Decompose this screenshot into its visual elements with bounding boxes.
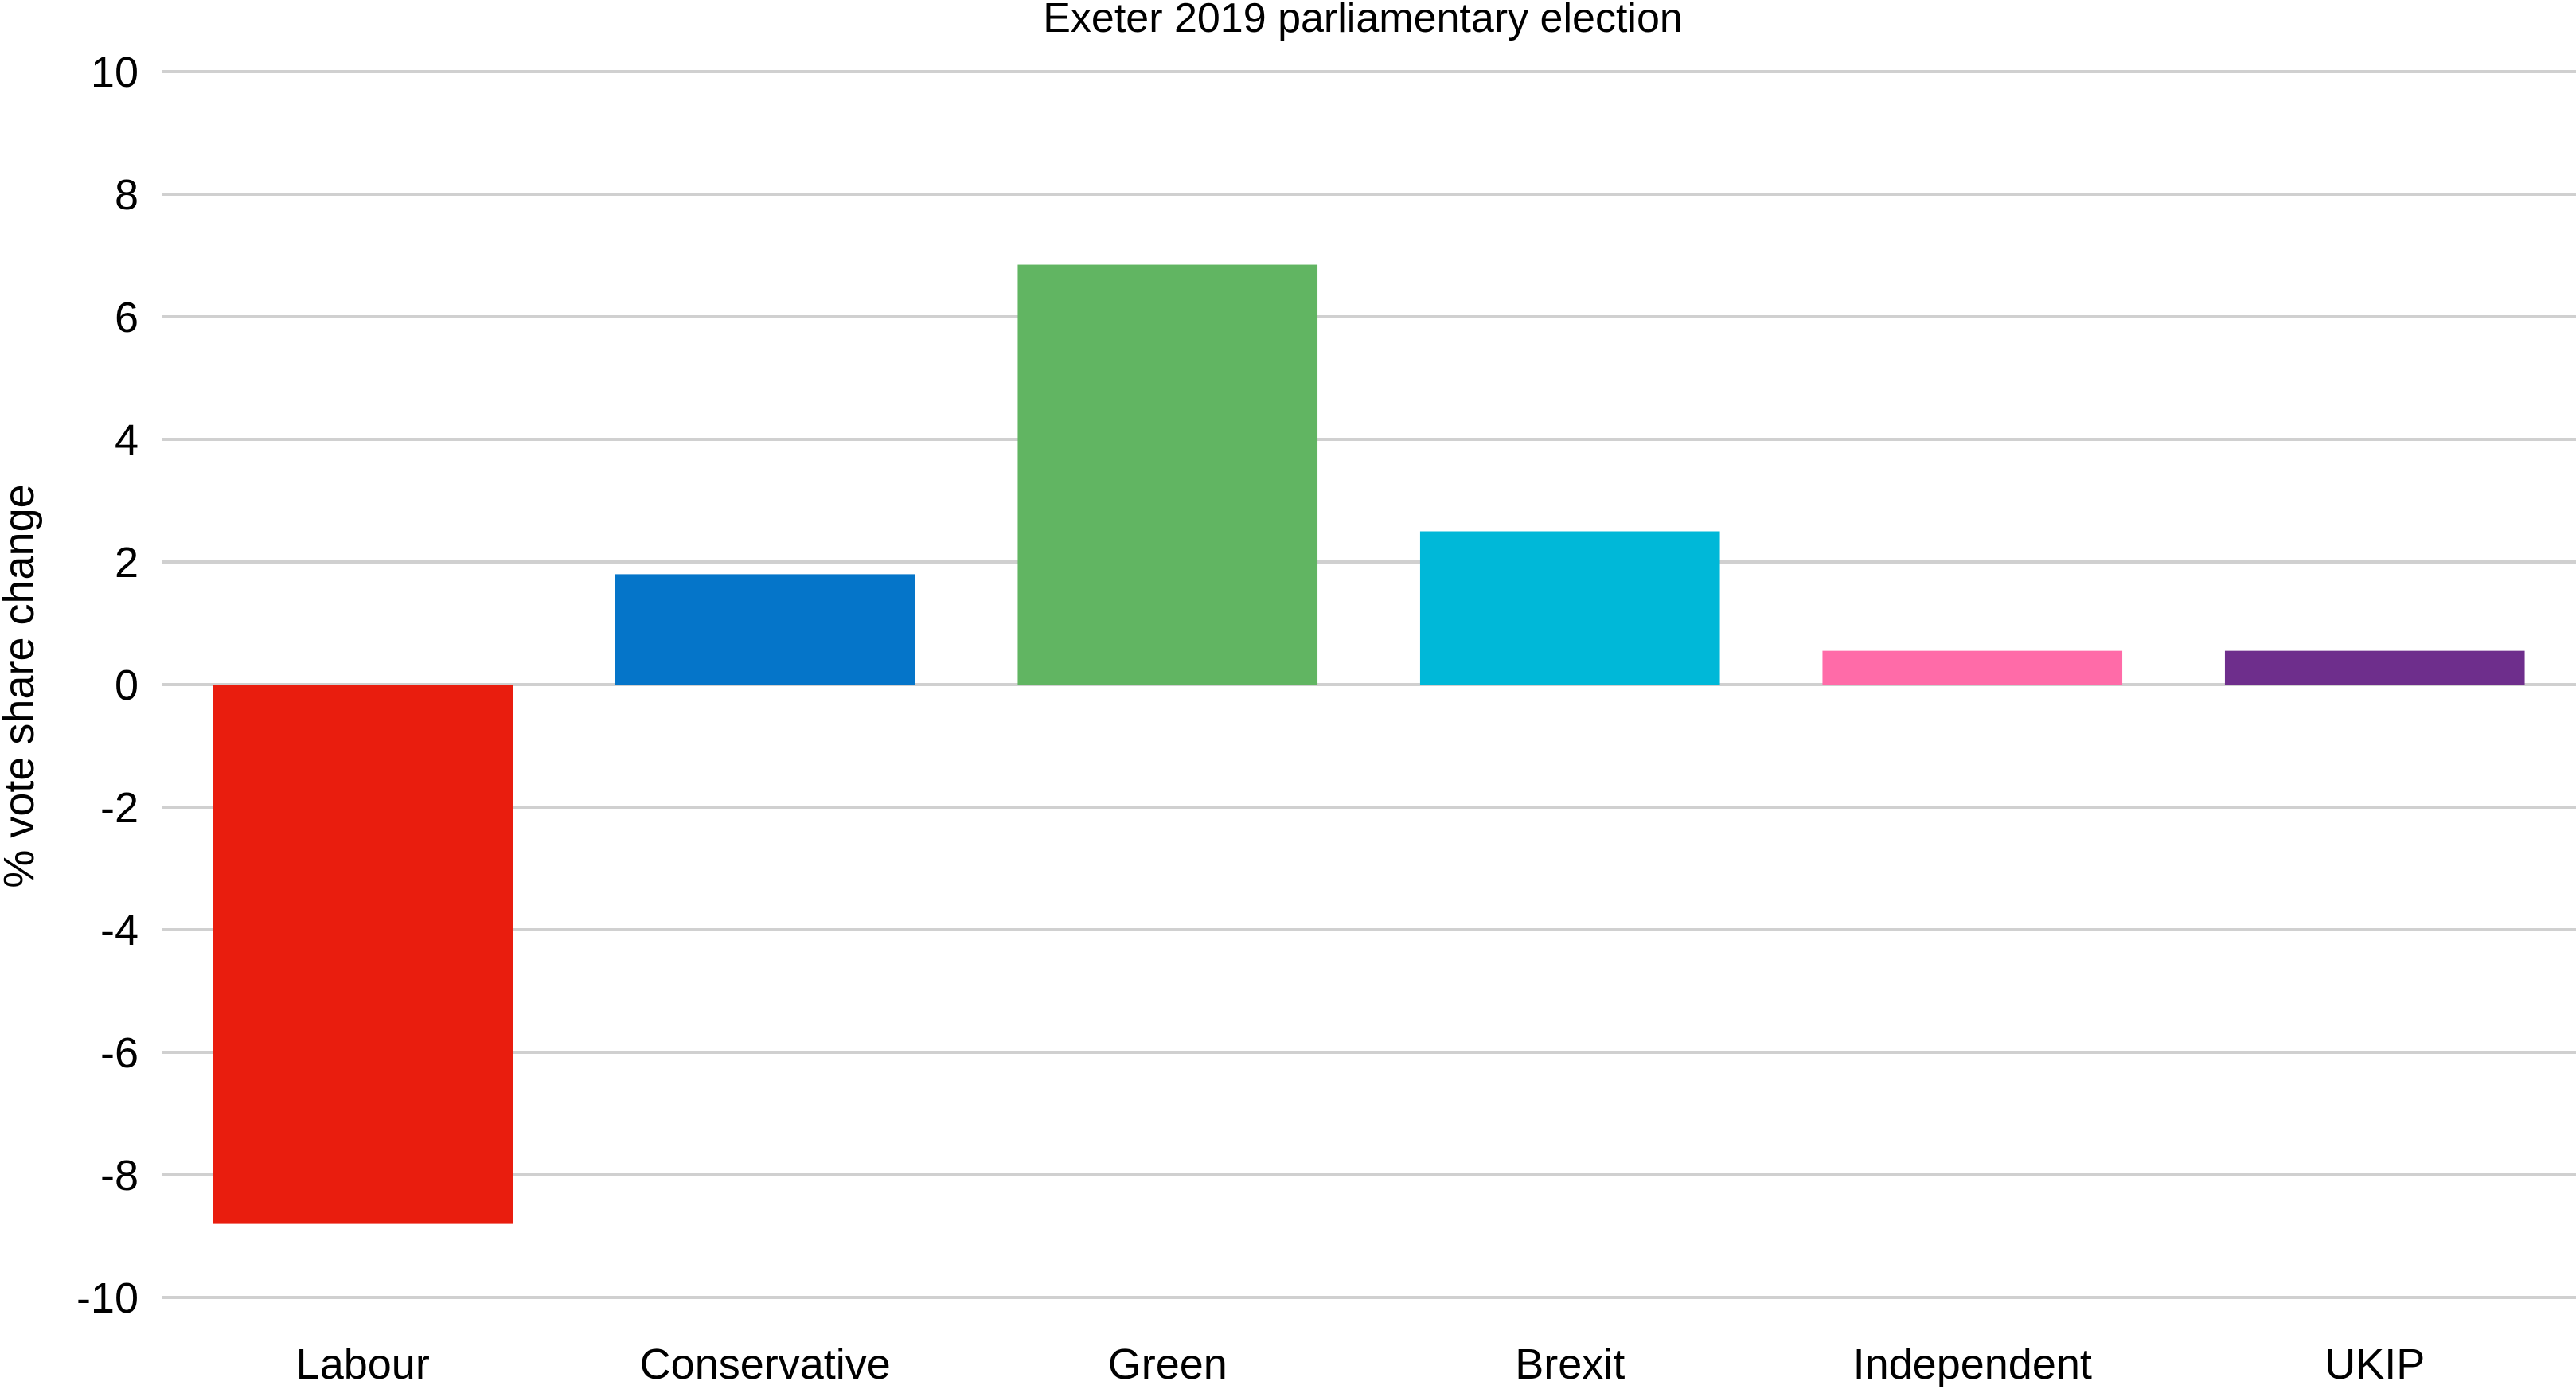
chart-title: Exeter 2019 parliamentary election <box>1043 0 1683 41</box>
y-tick-label: 4 <box>115 416 139 464</box>
y-tick-label: -2 <box>100 784 139 832</box>
y-tick-label: -4 <box>100 907 139 954</box>
bars <box>213 264 2525 1224</box>
y-tick-label: -10 <box>76 1274 139 1322</box>
y-axis-label: % vote share change <box>0 484 43 888</box>
y-axis-ticks: 10 8 6 4 2 0 -2 -4 -6 -8 -10 <box>76 49 139 1322</box>
category-label-labour: Labour <box>296 1340 430 1388</box>
category-label-green: Green <box>1108 1340 1228 1388</box>
y-tick-label: 2 <box>115 539 139 587</box>
bar-labour <box>213 685 513 1224</box>
x-axis-category-labels: Labour Conservative Green Brexit Independent… <box>296 1340 2426 1388</box>
gridlines <box>162 70 2576 1299</box>
category-label-conservative: Conservative <box>640 1340 891 1388</box>
y-tick-label: 0 <box>115 661 139 709</box>
category-label-brexit: Brexit <box>1515 1340 1625 1388</box>
bar-ukip <box>2224 650 2525 685</box>
y-tick-label: -8 <box>100 1152 139 1200</box>
bar-conservative <box>615 574 915 685</box>
y-tick-label: 6 <box>115 294 139 341</box>
bar-brexit <box>1419 531 1720 685</box>
y-tick-label: -6 <box>100 1029 139 1077</box>
category-label-independent: Independent <box>1853 1340 2092 1388</box>
category-label-ukip: UKIP <box>2324 1340 2425 1388</box>
y-tick-label: 10 <box>91 49 139 96</box>
y-tick-label: 8 <box>115 171 139 219</box>
bar-independent <box>1822 650 2123 685</box>
bar-green <box>1017 264 1318 685</box>
